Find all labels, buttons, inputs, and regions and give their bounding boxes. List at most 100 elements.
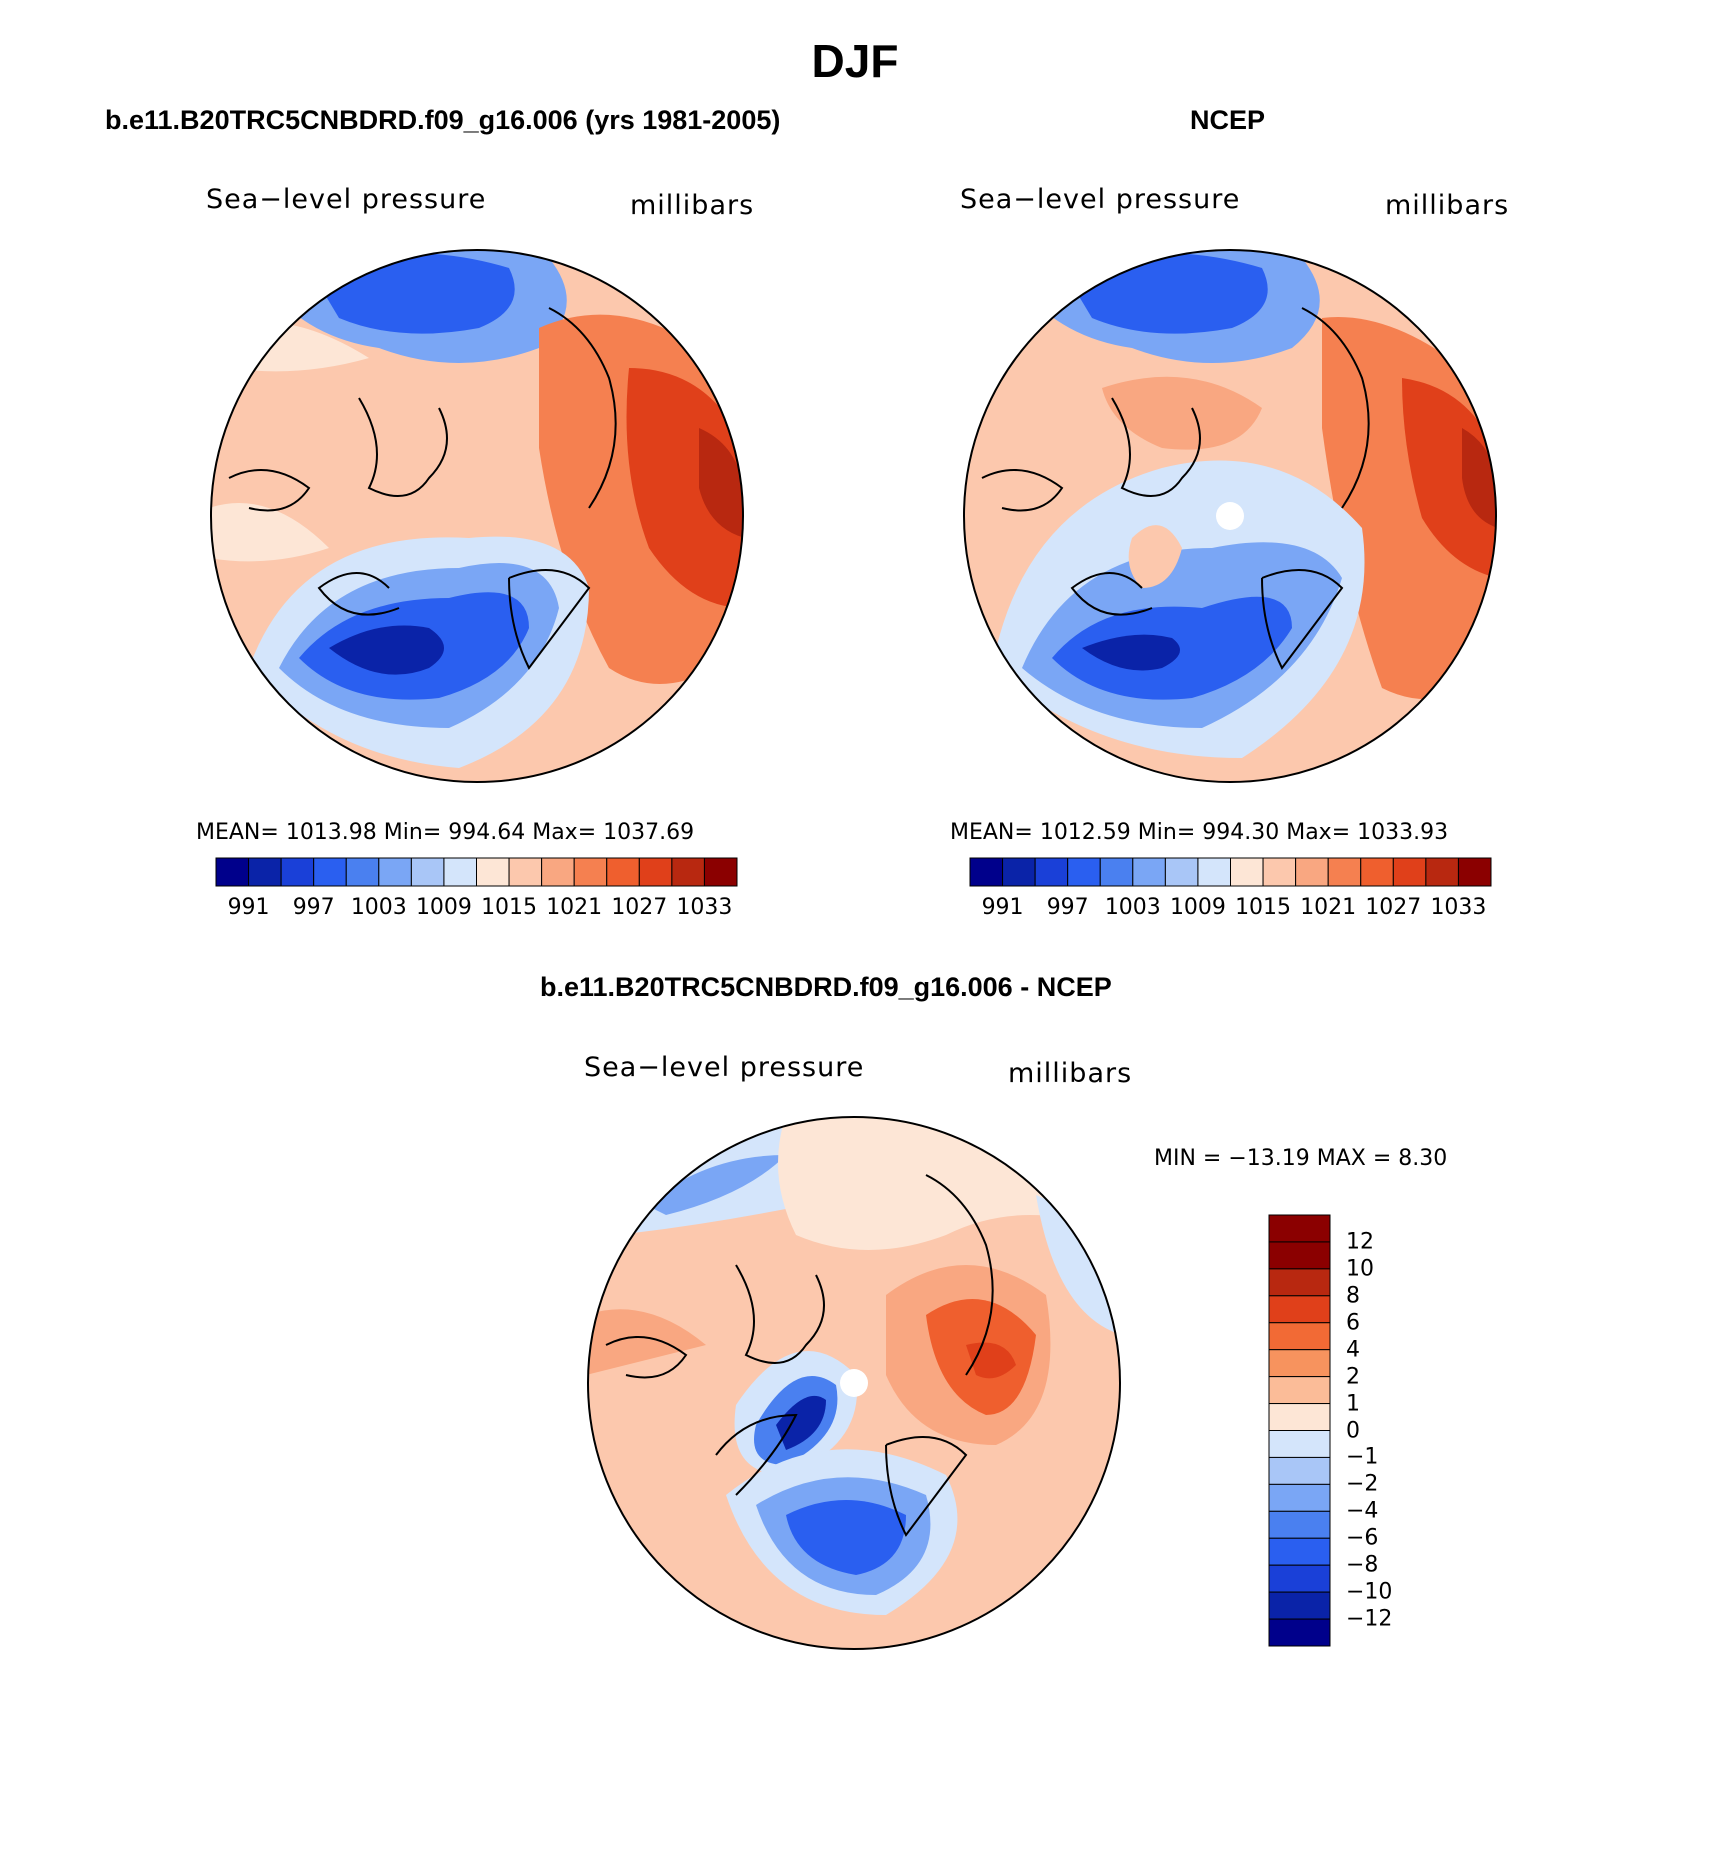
model-units-label: millibars [630, 190, 755, 221]
colorbar-tick-label: 10 [1346, 1256, 1374, 1282]
obs-colorbar-ticks: 991 997 1003 1009 1015 1021 1027 1033 [970, 895, 1491, 925]
colorbar-tick-label: 1009 [415, 895, 472, 920]
colorbar-tick-label: 1009 [1169, 895, 1226, 920]
colorbar-swatch [1164, 857, 1199, 887]
colorbar-swatch [1268, 1349, 1331, 1378]
colorbar-tick-label: 1027 [611, 895, 668, 920]
colorbar-swatch [1230, 857, 1264, 887]
diff-polar-map [587, 1116, 1121, 1650]
colorbar-swatch [969, 857, 1004, 887]
model-panel-title: b.e11.B20TRC5CNBDRD.f09_g16.006 (yrs 198… [105, 105, 781, 135]
colorbar-swatch [508, 857, 543, 887]
colorbar-swatch [1268, 1376, 1331, 1405]
colorbar-swatch [345, 857, 380, 887]
colorbar-tick-label: −4 [1346, 1498, 1379, 1524]
colorbar-tick-label: 6 [1346, 1310, 1360, 1336]
obs-units-label: millibars [1385, 190, 1510, 221]
colorbar-tick-label: 1033 [1430, 895, 1487, 920]
colorbar-tick-label: 2 [1346, 1364, 1360, 1390]
colorbar-swatch [313, 857, 347, 887]
colorbar-swatch [248, 857, 282, 887]
colorbar-swatch [1327, 857, 1362, 887]
diff-stats: MIN = −13.19 MAX = 8.30 [1154, 1146, 1448, 1171]
colorbar-swatch [1268, 1403, 1331, 1431]
colorbar-swatch [1268, 1510, 1331, 1539]
colorbar-tick-label: 1033 [676, 895, 733, 920]
figure-title: DJF [811, 35, 899, 87]
colorbar-tick-label: −1 [1346, 1444, 1379, 1470]
diff-units-label: millibars [1008, 1058, 1133, 1089]
colorbar-tick-label: −12 [1346, 1606, 1393, 1632]
colorbar-tick-label: 1003 [1104, 895, 1161, 920]
colorbar-tick-label: 1021 [1300, 895, 1357, 920]
colorbar-tick-label: 991 [981, 895, 1024, 920]
colorbar-swatch [703, 857, 738, 887]
colorbar-swatch [1268, 1295, 1331, 1324]
colorbar-swatch [573, 857, 608, 887]
diff-colorbar-ticks: 12 10 8 6 4 2 1 0 −1 −2 −4 −6 −8 −10 −12 [1346, 1215, 1426, 1646]
colorbar-swatch [1268, 1214, 1331, 1243]
colorbar-tick-label: 991 [227, 895, 270, 920]
colorbar-swatch [1392, 857, 1427, 887]
colorbar-swatch [1425, 857, 1459, 887]
colorbar-tick-label: 12 [1346, 1229, 1374, 1255]
colorbar-tick-label: −10 [1346, 1579, 1393, 1605]
colorbar-swatch [1099, 857, 1134, 887]
colorbar-swatch [280, 857, 315, 887]
colorbar-swatch [1002, 857, 1036, 887]
obs-field-label: Sea−level pressure [960, 184, 1241, 215]
colorbar-swatch [410, 857, 445, 887]
obs-panel-title: NCEP [1190, 105, 1266, 135]
colorbar-swatch [1268, 1430, 1331, 1458]
model-colorbar [215, 857, 738, 887]
colorbar-tick-label: −2 [1346, 1471, 1379, 1497]
colorbar-swatch [1457, 857, 1492, 887]
diff-colorbar [1268, 1214, 1331, 1647]
colorbar-swatch [1034, 857, 1069, 887]
colorbar-tick-label: 997 [292, 895, 335, 920]
colorbar-swatch [1268, 1564, 1331, 1593]
colorbar-tick-label: −8 [1346, 1552, 1379, 1578]
colorbar-swatch [1067, 857, 1101, 887]
colorbar-tick-label: 8 [1346, 1283, 1360, 1309]
colorbar-tick-label: 1003 [350, 895, 407, 920]
colorbar-swatch [378, 857, 412, 887]
colorbar-tick-label: 1015 [1235, 895, 1292, 920]
colorbar-swatch [1268, 1241, 1331, 1270]
colorbar-swatch [1197, 857, 1231, 887]
colorbar-swatch [1268, 1483, 1331, 1512]
model-polar-map [210, 249, 744, 783]
colorbar-swatch [1268, 1456, 1331, 1485]
colorbar-swatch [1295, 857, 1329, 887]
colorbar-swatch [1268, 1322, 1331, 1351]
colorbar-swatch [1360, 857, 1394, 887]
colorbar-swatch [476, 857, 510, 887]
obs-polar-map [963, 249, 1497, 783]
diff-field-label: Sea−level pressure [584, 1052, 865, 1083]
colorbar-swatch [1268, 1537, 1331, 1566]
colorbar-swatch [1132, 857, 1166, 887]
colorbar-tick-label: 997 [1046, 895, 1089, 920]
colorbar-tick-label: 1021 [546, 895, 603, 920]
colorbar-swatch [671, 857, 705, 887]
colorbar-swatch [606, 857, 640, 887]
colorbar-tick-label: 1015 [481, 895, 538, 920]
colorbar-tick-label: 1 [1346, 1391, 1360, 1417]
colorbar-tick-label: 4 [1346, 1337, 1360, 1363]
colorbar-tick-label: 0 [1346, 1418, 1360, 1443]
model-stats: MEAN= 1013.98 Min= 994.64 Max= 1037.69 [196, 820, 695, 845]
colorbar-swatch [1268, 1268, 1331, 1297]
colorbar-swatch [215, 857, 250, 887]
colorbar-swatch [443, 857, 477, 887]
colorbar-swatch [1268, 1618, 1331, 1647]
colorbar-swatch [1262, 857, 1297, 887]
obs-stats: MEAN= 1012.59 Min= 994.30 Max= 1033.93 [950, 820, 1449, 845]
colorbar-swatch [541, 857, 575, 887]
obs-colorbar [969, 857, 1492, 887]
colorbar-tick-label: 1027 [1365, 895, 1422, 920]
colorbar-swatch [1268, 1591, 1331, 1620]
colorbar-tick-label: −6 [1346, 1525, 1379, 1551]
diff-panel-title: b.e11.B20TRC5CNBDRD.f09_g16.006 - NCEP [540, 972, 1112, 1002]
model-field-label: Sea−level pressure [206, 184, 487, 215]
model-colorbar-ticks: 991 997 1003 1009 1015 1021 1027 1033 [216, 895, 737, 925]
